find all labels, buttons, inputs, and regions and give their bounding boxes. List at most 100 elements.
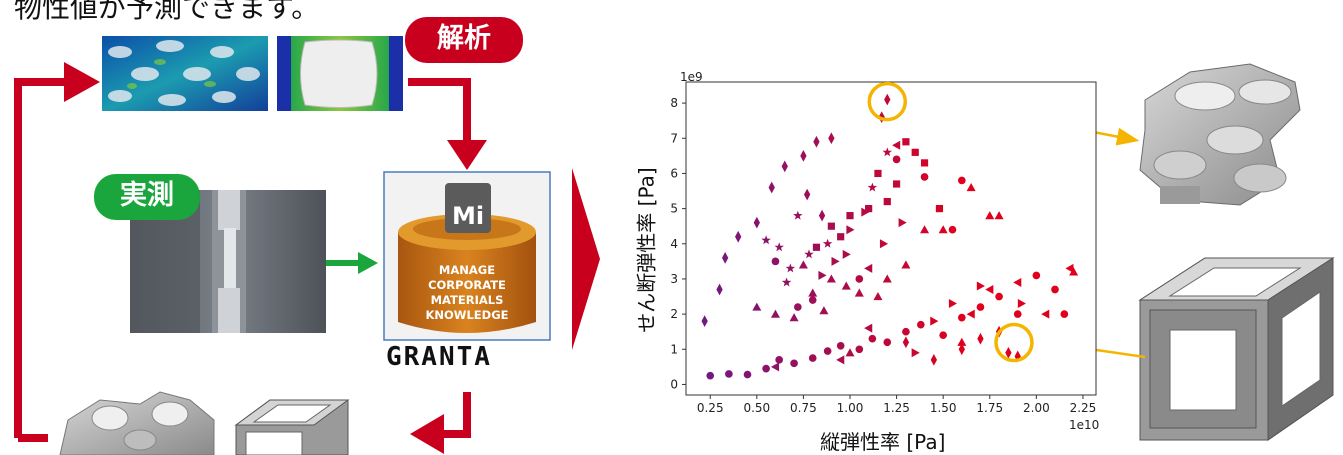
data-point-triangle — [957, 337, 967, 346]
data-point-circle — [725, 370, 733, 378]
data-point-square — [883, 197, 891, 206]
data-point-circle — [823, 347, 832, 355]
x-axis-exponent: 1e10 — [1069, 418, 1100, 432]
data-point-diamond — [958, 343, 965, 356]
data-point-triangle — [798, 260, 808, 269]
x-tick-label: 0.25 — [697, 401, 724, 415]
data-point-diamond — [716, 283, 723, 296]
data-point-square — [920, 159, 929, 167]
data-point-tri_left — [1041, 309, 1050, 319]
data-point-star — [781, 277, 792, 287]
data-point-square — [935, 205, 944, 213]
y-tick-label: 4 — [670, 237, 678, 251]
plot-area — [685, 81, 1097, 396]
y-tick-label: 7 — [670, 131, 678, 145]
data-point-circle — [1051, 285, 1059, 294]
data-point-circle — [836, 341, 845, 350]
data-point-tri_left — [1013, 277, 1022, 287]
data-point-diamond — [884, 93, 891, 106]
data-point-circle — [762, 364, 770, 373]
data-point-diamond — [800, 150, 807, 162]
data-point-square — [846, 212, 854, 220]
data-point-tri_right — [842, 249, 851, 259]
fem-cross-section-image — [277, 36, 403, 111]
data-point-triangle — [985, 211, 995, 220]
lattice-simulation-image — [102, 36, 268, 111]
data-point-triangle — [826, 274, 836, 283]
data-point-diamond — [977, 332, 984, 345]
data-point-circle — [855, 275, 864, 283]
data-point-diamond — [1005, 346, 1012, 359]
data-point-star — [793, 210, 803, 220]
y-tick-label: 5 — [670, 202, 678, 216]
data-point-triangle — [938, 225, 948, 234]
data-point-triangle — [966, 183, 976, 192]
data-point-circle — [957, 313, 966, 322]
data-point-star — [761, 235, 771, 245]
data-point-diamond — [930, 353, 938, 366]
data-point-circle — [855, 345, 864, 354]
data-point-tri_right — [879, 239, 889, 249]
measurement-badge: 実測 — [94, 174, 200, 220]
data-point-circle — [883, 338, 892, 347]
data-point-circle — [706, 371, 715, 380]
data-point-square — [874, 169, 882, 178]
data-point-circle — [948, 225, 957, 234]
granta-logo-mark: Mi — [452, 202, 484, 230]
data-point-triangle — [845, 348, 855, 357]
x-tick-label: 2.00 — [1023, 401, 1050, 415]
data-point-tri_left — [864, 263, 873, 273]
x-tick-label: 1.00 — [837, 401, 864, 415]
data-point-star — [882, 147, 892, 157]
data-point-circle — [790, 359, 798, 368]
data-point-diamond — [813, 135, 820, 148]
workflow-arrows — [14, 62, 600, 454]
y-axis-label: せん断弾性率 [Pa] — [634, 167, 659, 333]
data-point-tri_left — [836, 355, 845, 365]
data-point-tri_left — [1065, 263, 1074, 273]
highlight-circle — [994, 322, 1034, 363]
data-point-circle — [902, 327, 910, 336]
data-point-circle — [995, 292, 1003, 301]
data-point-triangle — [841, 281, 851, 290]
data-point-square — [812, 243, 821, 251]
analysis-badge: 解析 — [405, 17, 523, 63]
data-point-triangle — [994, 211, 1004, 220]
granta-line-2: CORPORATE — [428, 278, 506, 292]
data-point-tri_right — [846, 225, 855, 235]
data-point-star — [785, 263, 796, 273]
data-point-tri_left — [966, 309, 975, 319]
data-point-square — [827, 222, 835, 230]
highlight-circle — [867, 81, 908, 122]
data-point-tri_right — [976, 281, 985, 291]
data-point-circle — [976, 303, 985, 311]
data-point-diamond — [828, 132, 835, 145]
data-point-circle — [892, 155, 901, 164]
data-point-star — [822, 238, 833, 248]
data-point-star — [867, 182, 878, 192]
x-tick-label: 0.50 — [743, 401, 770, 415]
data-point-circle — [743, 370, 752, 379]
data-point-diamond — [721, 251, 729, 264]
granta-line-1: MANAGE — [439, 263, 495, 277]
data-point-triangle — [873, 292, 883, 301]
data-point-circle — [1013, 310, 1022, 318]
data-point-tri_left — [985, 284, 994, 294]
data-point-circle — [775, 356, 784, 364]
data-point-tri_left — [770, 362, 780, 372]
data-point-circle — [1032, 271, 1041, 280]
data-point-tri_right — [911, 348, 920, 358]
data-point-circle — [808, 354, 817, 362]
cube-frame-model-bottom — [234, 399, 350, 455]
data-point-triangle — [752, 302, 762, 311]
data-point-diamond — [735, 230, 742, 243]
cube-frame-model-right — [1138, 257, 1335, 441]
data-point-tri_left — [892, 140, 901, 150]
data-point-circle — [920, 173, 929, 181]
y-tick-label: 1 — [670, 342, 678, 356]
data-point-triangle — [901, 260, 911, 269]
data-point-triangle — [882, 274, 892, 283]
data-point-tri_right — [898, 218, 907, 228]
